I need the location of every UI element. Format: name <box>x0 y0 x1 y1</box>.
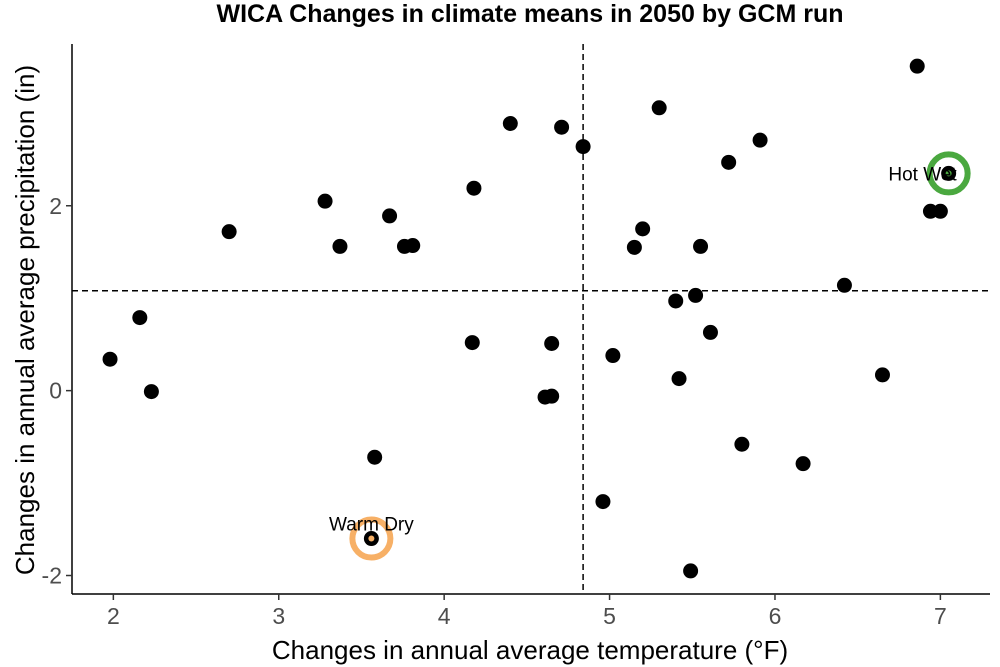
data-point <box>466 180 482 196</box>
data-point <box>671 371 687 387</box>
data-point <box>554 119 570 135</box>
y-tick-label: 0 <box>49 378 62 404</box>
x-axis-title: Changes in annual average temperature (°… <box>272 635 788 665</box>
x-tick-label: 2 <box>107 603 120 629</box>
data-point <box>932 203 948 219</box>
highlight-center <box>368 535 375 542</box>
highlight-label: Hot Wet <box>888 164 957 185</box>
plot-area: 2 3 4 5 6 7 -2 0 2 Warm Dry Hot Wet <box>42 44 990 629</box>
highlight-label: Warm Dry <box>329 515 414 536</box>
data-point <box>544 388 560 404</box>
data-point <box>367 449 383 465</box>
data-point <box>626 239 642 255</box>
y-tick-label: 2 <box>49 193 62 219</box>
data-point <box>382 208 398 224</box>
data-point <box>688 287 704 303</box>
chart-title: WICA Changes in climate means in 2050 by… <box>216 0 843 28</box>
data-point <box>635 221 651 237</box>
data-point <box>132 310 148 326</box>
data-point <box>693 238 709 254</box>
data-point <box>683 563 699 579</box>
data-point <box>102 351 118 367</box>
data-point <box>651 100 667 116</box>
x-tick-label: 5 <box>603 603 616 629</box>
data-point <box>752 132 768 148</box>
data-point <box>605 348 621 364</box>
data-point <box>721 154 737 170</box>
x-tick-label: 7 <box>934 603 947 629</box>
highlight-ring <box>926 151 971 196</box>
data-point <box>909 58 925 74</box>
data-point <box>317 193 333 209</box>
data-point <box>795 456 811 472</box>
y-axis-title: Changes in annual average precipitation … <box>10 65 40 575</box>
data-point <box>405 238 421 254</box>
highlight-center <box>945 170 952 177</box>
data-point <box>836 277 852 293</box>
data-point <box>332 238 348 254</box>
data-point <box>464 335 480 351</box>
data-point <box>575 139 591 155</box>
data-point <box>874 367 890 383</box>
highlight-ring <box>349 516 394 561</box>
data-point <box>143 384 159 400</box>
y-tick-label: -2 <box>42 563 62 589</box>
data-point <box>734 436 750 452</box>
data-point <box>595 494 611 510</box>
data-point <box>544 335 560 351</box>
x-tick-label: 6 <box>769 603 782 629</box>
data-point <box>702 324 718 340</box>
data-point <box>668 293 684 309</box>
x-tick-label: 3 <box>272 603 285 629</box>
data-point <box>221 224 237 240</box>
data-point <box>502 115 518 131</box>
x-tick-label: 4 <box>438 603 451 629</box>
